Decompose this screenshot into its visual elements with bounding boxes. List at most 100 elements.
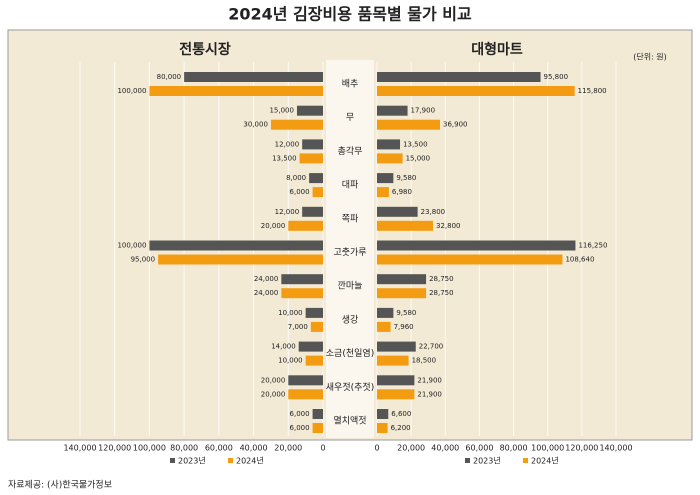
legend-swatch <box>523 458 528 463</box>
value-label: 115,800 <box>578 87 607 95</box>
category-label: 소금(천일염) <box>326 348 374 359</box>
value-label: 30,000 <box>243 121 268 129</box>
bar <box>377 288 427 299</box>
value-label: 14,000 <box>271 343 296 351</box>
bar <box>281 288 323 299</box>
bar <box>184 72 323 82</box>
category-label: 깐마늘 <box>338 281 363 292</box>
bar <box>377 173 394 184</box>
bar <box>377 105 408 116</box>
value-label: 6,200 <box>391 424 411 432</box>
bar <box>312 423 323 433</box>
bar <box>377 187 389 198</box>
value-label: 95,000 <box>131 256 156 264</box>
bar <box>377 389 415 400</box>
value-label: 36,900 <box>443 121 468 129</box>
category-label: 배추 <box>342 79 359 90</box>
bar <box>377 355 409 366</box>
value-label: 9,580 <box>396 174 416 182</box>
legend-label: 2024년 <box>531 456 559 466</box>
value-label: 32,800 <box>436 222 461 230</box>
category-label: 대파 <box>342 180 359 191</box>
legend-label: 2023년 <box>178 456 206 466</box>
legend-label: 2024년 <box>236 456 264 466</box>
value-label: 10,000 <box>278 357 303 365</box>
value-label: 23,800 <box>421 208 446 216</box>
bar <box>149 86 323 96</box>
value-label: 22,700 <box>419 343 444 351</box>
x-tick-label: 0 <box>320 444 325 453</box>
value-label: 108,640 <box>565 256 594 264</box>
value-label: 20,000 <box>261 390 286 398</box>
bar <box>377 139 401 150</box>
x-tick-label: 60,000 <box>465 444 493 453</box>
x-tick-label: 100,000 <box>531 444 564 453</box>
panel-subtitle: 대형마트 <box>471 41 523 58</box>
bar <box>149 240 323 251</box>
x-tick-label: 80,000 <box>170 444 198 453</box>
bar <box>377 423 388 433</box>
category-label: 생강 <box>342 314 359 325</box>
value-label: 20,000 <box>261 376 286 384</box>
bar <box>312 187 323 198</box>
bar <box>377 72 541 82</box>
bar <box>298 341 323 352</box>
x-tick-label: 20,000 <box>274 444 302 453</box>
bar <box>377 153 403 164</box>
panel-subtitle: 전통시장 <box>179 41 231 58</box>
x-tick-label: 140,000 <box>599 444 632 453</box>
value-label: 28,750 <box>429 289 454 297</box>
x-tick-label: 40,000 <box>431 444 459 453</box>
value-label: 28,750 <box>429 275 454 283</box>
x-tick-label: 120,000 <box>565 444 598 453</box>
bar <box>158 254 323 265</box>
value-label: 7,960 <box>394 323 414 331</box>
value-label: 7,000 <box>288 323 308 331</box>
center-column <box>326 60 374 438</box>
bar <box>296 105 323 116</box>
value-label: 17,900 <box>411 107 436 115</box>
bar <box>299 153 323 164</box>
value-label: 80,000 <box>157 73 182 81</box>
bar <box>377 307 394 318</box>
bar <box>309 173 323 184</box>
legend-swatch <box>170 458 175 463</box>
bar <box>377 341 416 352</box>
bar <box>302 139 323 150</box>
category-label: 멸치액젓 <box>333 415 366 427</box>
value-label: 100,000 <box>117 242 146 250</box>
value-label: 100,000 <box>117 87 146 95</box>
legend-label: 2023년 <box>473 456 501 466</box>
value-label: 24,000 <box>254 289 279 297</box>
bar <box>310 321 323 332</box>
x-tick-label: 0 <box>374 444 379 453</box>
category-label: 고춧가루 <box>333 247 366 258</box>
bar <box>270 119 323 130</box>
bar <box>288 375 323 386</box>
bar <box>302 206 323 217</box>
category-label: 쪽파 <box>342 213 359 224</box>
bar <box>305 307 323 318</box>
value-label: 18,500 <box>412 357 437 365</box>
x-tick-label: 140,000 <box>63 444 96 453</box>
x-tick-label: 100,000 <box>133 444 166 453</box>
value-label: 21,900 <box>417 390 442 398</box>
value-label: 12,000 <box>275 140 300 148</box>
value-label: 20,000 <box>261 222 286 230</box>
value-label: 6,980 <box>392 188 412 196</box>
bar <box>377 86 575 96</box>
value-label: 13,500 <box>403 140 428 148</box>
value-label: 10,000 <box>278 309 303 317</box>
chart-title: 2024년 김장비용 품목별 물가 비교 <box>228 5 472 24</box>
source: 자료제공: (사)한국물가정보 <box>8 480 112 491</box>
bar <box>281 274 323 285</box>
bar <box>288 220 323 231</box>
bar <box>377 321 391 332</box>
bar <box>377 119 440 130</box>
value-label: 24,000 <box>254 275 279 283</box>
bar <box>377 220 433 231</box>
x-tick-label: 40,000 <box>240 444 268 453</box>
value-label: 15,000 <box>406 154 431 162</box>
value-label: 21,900 <box>417 376 442 384</box>
